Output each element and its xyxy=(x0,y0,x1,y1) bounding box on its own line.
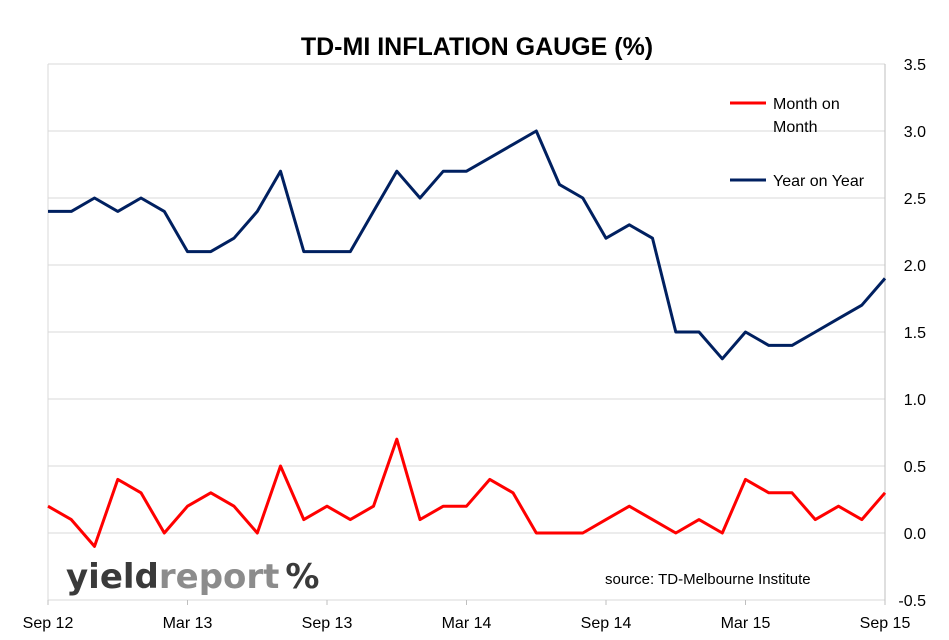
gridlines xyxy=(48,63,885,601)
legend-label-month-on-month-line1: Month on xyxy=(773,96,840,113)
chart-title: TD-MI INFLATION GAUGE (%) xyxy=(301,33,653,61)
series-line-month-on-month xyxy=(47,437,887,548)
y-tick-label: 1.0 xyxy=(904,392,926,409)
plot-frame xyxy=(47,64,886,600)
svg-text:yieldreport%: yieldreport% xyxy=(66,557,320,597)
yieldreport-logo: yieldreport% xyxy=(66,557,320,597)
y-tick-label: 0.0 xyxy=(904,526,926,543)
x-tick-label: Mar 15 xyxy=(721,615,771,632)
logo-text-yield: yield xyxy=(66,557,159,597)
logo-percent-icon: % xyxy=(285,557,319,597)
x-tick-label: Sep 12 xyxy=(23,615,74,632)
x-axis-ticks: Sep 12 Mar 13 Sep 13 Mar 14 Sep 14 Mar 15 Sep … xyxy=(23,600,911,632)
y-tick-label: 2.0 xyxy=(904,258,926,275)
x-tick-label: Mar 14 xyxy=(442,615,492,632)
y-axis-ticks: 3.5 3.0 2.5 2.0 1.5 1.0 0.5 0.0 -0.5 xyxy=(898,57,926,610)
series-lines xyxy=(47,129,887,548)
y-tick-label: 0.5 xyxy=(904,459,926,476)
x-tick-label: Sep 13 xyxy=(302,615,353,632)
y-tick-label: 3.0 xyxy=(904,124,926,141)
x-tick-label: Sep 14 xyxy=(581,615,632,632)
legend-label-month-on-month-line2: Month xyxy=(773,119,817,136)
y-tick-label: -0.5 xyxy=(898,593,926,610)
legend: Month on Month Year on Year xyxy=(730,96,865,190)
x-tick-label: Mar 13 xyxy=(163,615,213,632)
y-tick-label: 2.5 xyxy=(904,191,926,208)
source-annotation: source: TD-Melbourne Institute xyxy=(605,571,811,588)
logo-text-report: report xyxy=(159,557,280,597)
y-tick-label: 1.5 xyxy=(904,325,926,342)
y-tick-label: 3.5 xyxy=(904,57,926,74)
series-line-year-on-year xyxy=(48,129,887,361)
x-tick-label: Sep 15 xyxy=(860,615,911,632)
legend-label-year-on-year: Year on Year xyxy=(773,173,865,190)
